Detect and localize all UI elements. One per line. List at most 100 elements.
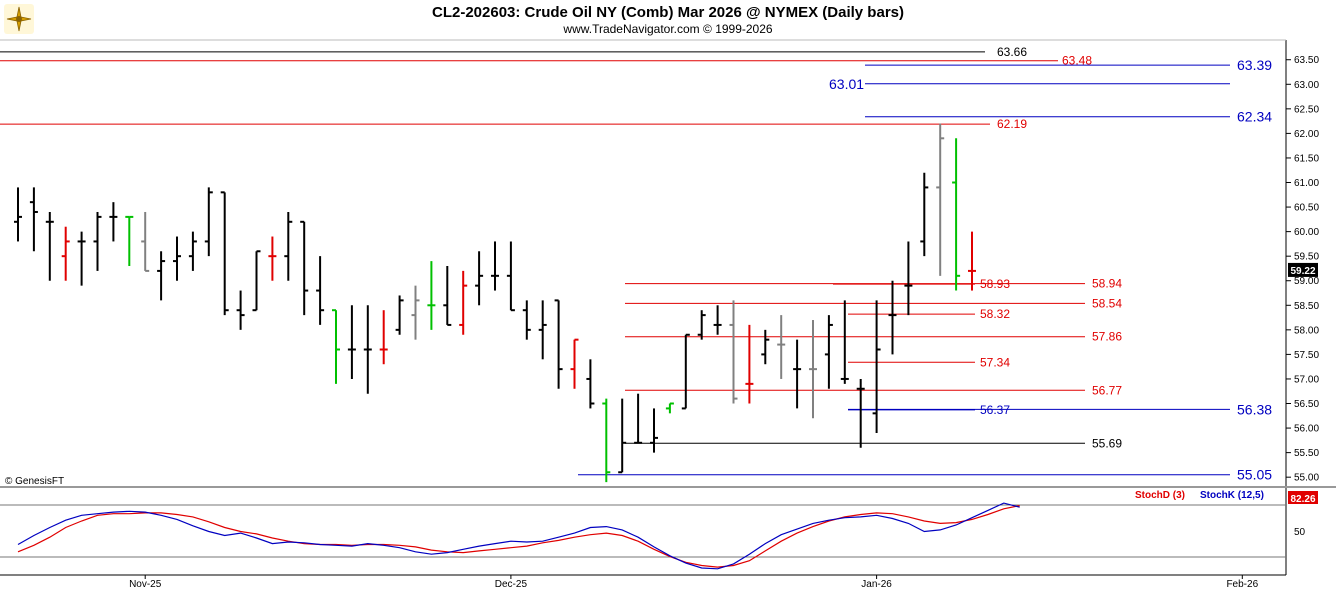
level-label: 58.94 — [1092, 277, 1122, 291]
stoch-k-series — [17, 502, 1020, 570]
price-bar — [809, 320, 817, 419]
price-bar — [93, 211, 102, 271]
price-bar — [920, 172, 929, 257]
chart-title: CL2-202603: Crude Oil NY (Comb) Mar 2026… — [432, 4, 904, 21]
level-label: 62.34 — [1237, 109, 1272, 125]
level-label: 63.39 — [1237, 57, 1272, 73]
stoch-last-box — [1288, 491, 1318, 504]
price-bar — [363, 305, 372, 394]
price-tick-label: 61.00 — [1294, 178, 1319, 189]
price-bar — [697, 310, 706, 340]
price-bar — [745, 324, 754, 404]
price-bar — [824, 315, 833, 389]
price-bar — [888, 280, 897, 355]
price-bar — [904, 241, 913, 316]
price-tick-label: 63.00 — [1294, 80, 1319, 91]
price-bar — [968, 231, 976, 291]
price-tick-label: 56.50 — [1294, 399, 1319, 410]
price-bar — [554, 299, 563, 389]
stoch-tick-50: 50 — [1294, 527, 1306, 538]
stoch-k-legend: StochK (12,5) — [1200, 490, 1264, 501]
level-label: 63.66 — [997, 45, 1027, 59]
level-label: 57.86 — [1092, 330, 1122, 344]
time-tick-label: Dec-25 — [495, 579, 528, 590]
price-bar — [872, 300, 881, 433]
level-label: 58.54 — [1092, 296, 1122, 310]
level-label: 58.93 — [980, 277, 1010, 291]
price-bar — [522, 300, 531, 340]
level-label: 63.01 — [829, 76, 864, 92]
price-bar — [252, 250, 261, 312]
time-tick-label: Feb-26 — [1226, 579, 1258, 590]
price-bar — [952, 138, 961, 291]
price-bar — [506, 241, 515, 312]
price-tick-label: 61.50 — [1294, 153, 1319, 164]
price-tick-label: 62.00 — [1294, 129, 1319, 140]
price-bar — [840, 300, 849, 384]
price-bar — [395, 295, 404, 335]
price-bar — [459, 270, 468, 335]
price-tick-label: 57.00 — [1294, 374, 1319, 385]
level-label: 57.34 — [980, 355, 1010, 369]
price-bar — [157, 251, 166, 301]
price-tick-label: 57.50 — [1294, 350, 1319, 361]
price-bar — [618, 398, 627, 474]
price-bar — [665, 402, 674, 414]
price-bar — [204, 187, 213, 257]
price-bar — [729, 300, 738, 404]
price-bar — [475, 251, 484, 306]
level-label: 58.32 — [980, 307, 1010, 321]
price-tick-label: 55.00 — [1294, 473, 1319, 484]
level-label: 55.69 — [1092, 436, 1122, 450]
price-bar — [713, 305, 722, 335]
time-axis-labels: Nov-25 Dec-25 Jan-26 Feb-26 — [129, 575, 1259, 590]
price-bar — [332, 309, 340, 384]
price-bar — [125, 215, 134, 266]
price-bar — [379, 310, 388, 365]
price-axis-area — [1286, 40, 1336, 575]
price-bar — [77, 231, 86, 286]
level-label: 63.48 — [1062, 54, 1092, 68]
price-bar — [268, 236, 277, 281]
chart-subtitle: www.TradeNavigator.com © 1999-2026 — [562, 22, 772, 36]
price-bar — [443, 266, 452, 326]
time-tick-label: Nov-25 — [129, 579, 162, 590]
price-bar — [188, 231, 197, 271]
level-label: 56.77 — [1092, 383, 1122, 397]
level-lines: 63.66 63.48 63.39 63.01 62.34 62.19 58.94 58.93… — [0, 45, 1272, 483]
price-bar — [316, 256, 325, 325]
price-bars — [14, 123, 976, 483]
price-tick-label: 59.00 — [1294, 276, 1319, 287]
stoch-d-series — [17, 505, 1020, 568]
price-tick-label: 60.00 — [1294, 227, 1319, 238]
stoch-d-legend: StochD (3) — [1135, 490, 1185, 501]
price-axis-ticks: 55.00 55.50 56.00 56.50 57.00 57.50 58.00 58.50… — [1286, 55, 1319, 484]
level-label: 56.38 — [1237, 401, 1272, 417]
price-bar — [427, 261, 436, 330]
price-bar — [586, 359, 595, 409]
price-bar — [141, 211, 150, 272]
level-label: 62.19 — [997, 117, 1027, 131]
price-bar — [650, 408, 658, 453]
price-bar — [570, 338, 579, 389]
price-bar — [634, 393, 643, 444]
price-tick-label: 58.00 — [1294, 325, 1319, 336]
price-bar — [936, 123, 945, 276]
time-axis-area — [0, 575, 1336, 591]
last-price-marker: 59.22 — [1288, 262, 1318, 277]
price-tick-label: 58.50 — [1294, 301, 1319, 312]
price-bar — [411, 285, 420, 340]
price-bar — [602, 398, 611, 483]
price-bar — [347, 305, 356, 379]
stoch-last-value: 82.26 — [1290, 494, 1315, 505]
level-label: 55.05 — [1237, 467, 1272, 483]
price-bar — [173, 236, 181, 281]
price-bar — [761, 329, 770, 365]
price-bar — [29, 187, 38, 252]
header-bar — [0, 0, 1336, 40]
price-bar — [61, 226, 70, 281]
price-tick-label: 62.50 — [1294, 104, 1319, 115]
level-label: 56.37 — [980, 403, 1010, 417]
price-bar — [538, 300, 547, 360]
